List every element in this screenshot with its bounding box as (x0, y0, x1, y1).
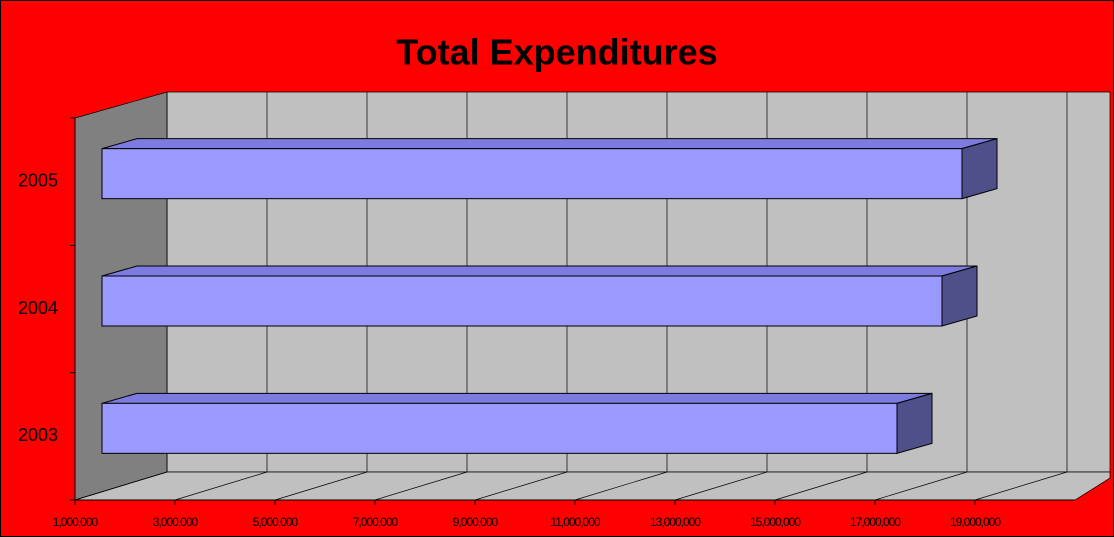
x-tick-label: 3,000,000 (153, 515, 199, 529)
x-tick-label: 5,000,000 (253, 515, 299, 529)
floor-grid-line (874, 471, 968, 501)
floor-grid-line (174, 471, 268, 501)
bar-top (101, 392, 933, 404)
bar (101, 402, 898, 454)
y-tick-label: 2003 (18, 425, 58, 445)
floor (74, 471, 1111, 501)
x-tick-label: 15,000,000 (750, 515, 801, 529)
floor-grid-line (374, 471, 468, 501)
x-tick-label: 9,000,000 (453, 515, 499, 529)
floor-grid-line (74, 471, 168, 501)
bar (101, 275, 943, 327)
floor-grid-line (674, 471, 768, 501)
floor-grid-line (474, 471, 568, 501)
bar-top (101, 265, 978, 277)
x-tick-label: 1,000,000 (53, 515, 99, 529)
y-tick-label: 2005 (18, 170, 58, 190)
x-tick-label: 19,000,000 (950, 515, 1001, 529)
bar (101, 148, 963, 200)
x-tick-label: 13,000,000 (650, 515, 701, 529)
floor-grid-line (774, 471, 868, 501)
x-tick-label: 11,000,000 (550, 515, 600, 529)
bar-top (101, 138, 998, 150)
x-tick-label: 7,000,000 (353, 515, 399, 529)
y-tick-label: 2004 (18, 298, 58, 318)
floor-grid-line (974, 471, 1068, 501)
bar-side (961, 138, 998, 200)
floor-grid-line (574, 471, 668, 501)
x-tick-label: 17,000,000 (850, 515, 901, 529)
floor-grid-line (274, 471, 368, 501)
bar-side (941, 265, 978, 327)
chart-title: Total Expenditures (396, 32, 717, 73)
bar-side (896, 392, 933, 454)
